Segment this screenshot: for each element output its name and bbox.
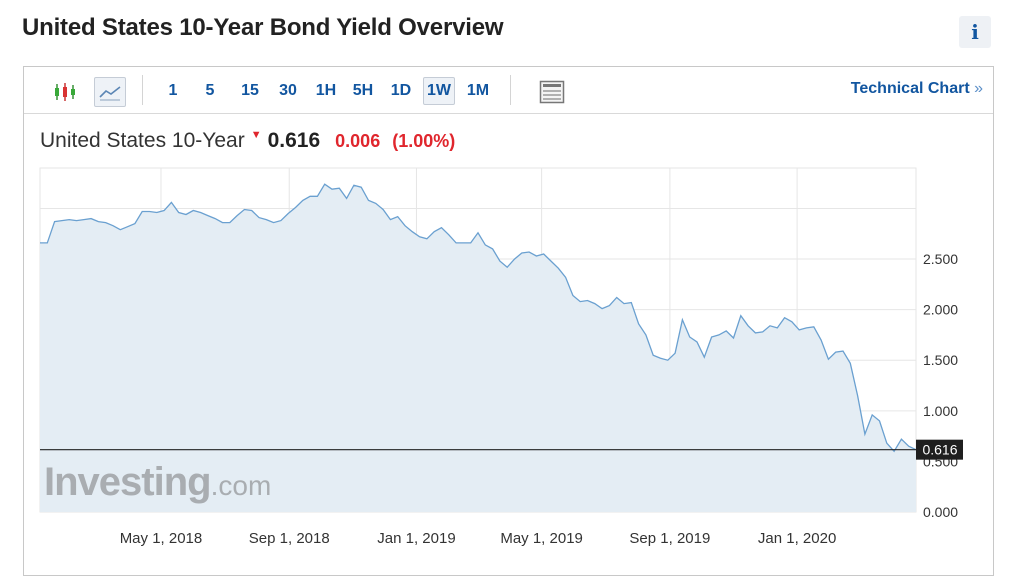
- page-title: United States 10-Year Bond Yield Overvie…: [22, 14, 504, 41]
- y-tick-label: 2.000: [923, 302, 958, 318]
- table-icon[interactable]: [537, 77, 567, 107]
- interval-button-1[interactable]: 1: [168, 82, 178, 99]
- chart-panel: 1 5 15 30 1H 5H 1D 1W 1M Technical Chart » Unite…: [23, 66, 994, 576]
- technical-chart-link[interactable]: Technical Chart »: [851, 80, 983, 98]
- last-price-marker: [916, 439, 963, 460]
- x-tick-label: Jan 1, 2019: [377, 530, 455, 547]
- candlestick-icon[interactable]: [50, 77, 80, 107]
- info-button[interactable]: i: [959, 16, 991, 48]
- instrument-name: United States 10-Year: [40, 129, 245, 152]
- info-icon: i: [971, 20, 979, 44]
- y-tick-label: 1.500: [923, 352, 958, 368]
- y-tick-label: 0.000: [923, 504, 958, 520]
- x-tick-label: Jan 1, 2020: [758, 530, 836, 547]
- interval-button-1w[interactable]: 1W: [423, 77, 455, 105]
- series-area: [40, 184, 916, 512]
- series-line: [40, 183, 917, 453]
- x-tick-label: Sep 1, 2018: [249, 530, 330, 547]
- price-change: 0.006: [335, 131, 381, 151]
- y-tick-label: 2.500: [923, 251, 958, 267]
- interval-button-5h[interactable]: 5H: [352, 82, 374, 99]
- x-tick-label: May 1, 2019: [500, 530, 583, 547]
- toolbar-separator: [510, 75, 511, 105]
- y-tick-label: 1.000: [923, 403, 958, 419]
- line-chart-icon[interactable]: [94, 77, 126, 107]
- last-price-label: 0.616: [922, 442, 957, 458]
- quote-header: United States 10-Year ▼ 0.616 0.006 (1.0…: [40, 129, 455, 155]
- yield-chart[interactable]: May 1, 2018 Sep 1, 2018 Jan 1, 2019 May 1, …: [24, 67, 993, 567]
- watermark-logo: Investing.com: [44, 460, 271, 504]
- double-chevron-right-icon: »: [974, 80, 983, 97]
- chart-toolbar: 1 5 15 30 1H 5H 1D 1W 1M Technical Chart »: [24, 67, 993, 114]
- price-change-percent: (1.00%): [392, 131, 456, 151]
- x-tick-label: Sep 1, 2019: [629, 530, 710, 547]
- technical-chart-label: Technical Chart: [850, 80, 970, 97]
- interval-button-1d[interactable]: 1D: [390, 82, 412, 99]
- interval-button-5[interactable]: 5: [205, 82, 215, 99]
- last-price: 0.616: [267, 129, 321, 152]
- interval-button-1h[interactable]: 1H: [315, 82, 337, 99]
- interval-button-1m[interactable]: 1M: [466, 82, 490, 99]
- interval-button-30[interactable]: 30: [279, 82, 297, 99]
- toolbar-separator: [142, 75, 143, 105]
- interval-button-15[interactable]: 15: [241, 82, 259, 99]
- x-tick-label: May 1, 2018: [120, 530, 203, 547]
- down-arrow-icon: ▼: [250, 129, 262, 141]
